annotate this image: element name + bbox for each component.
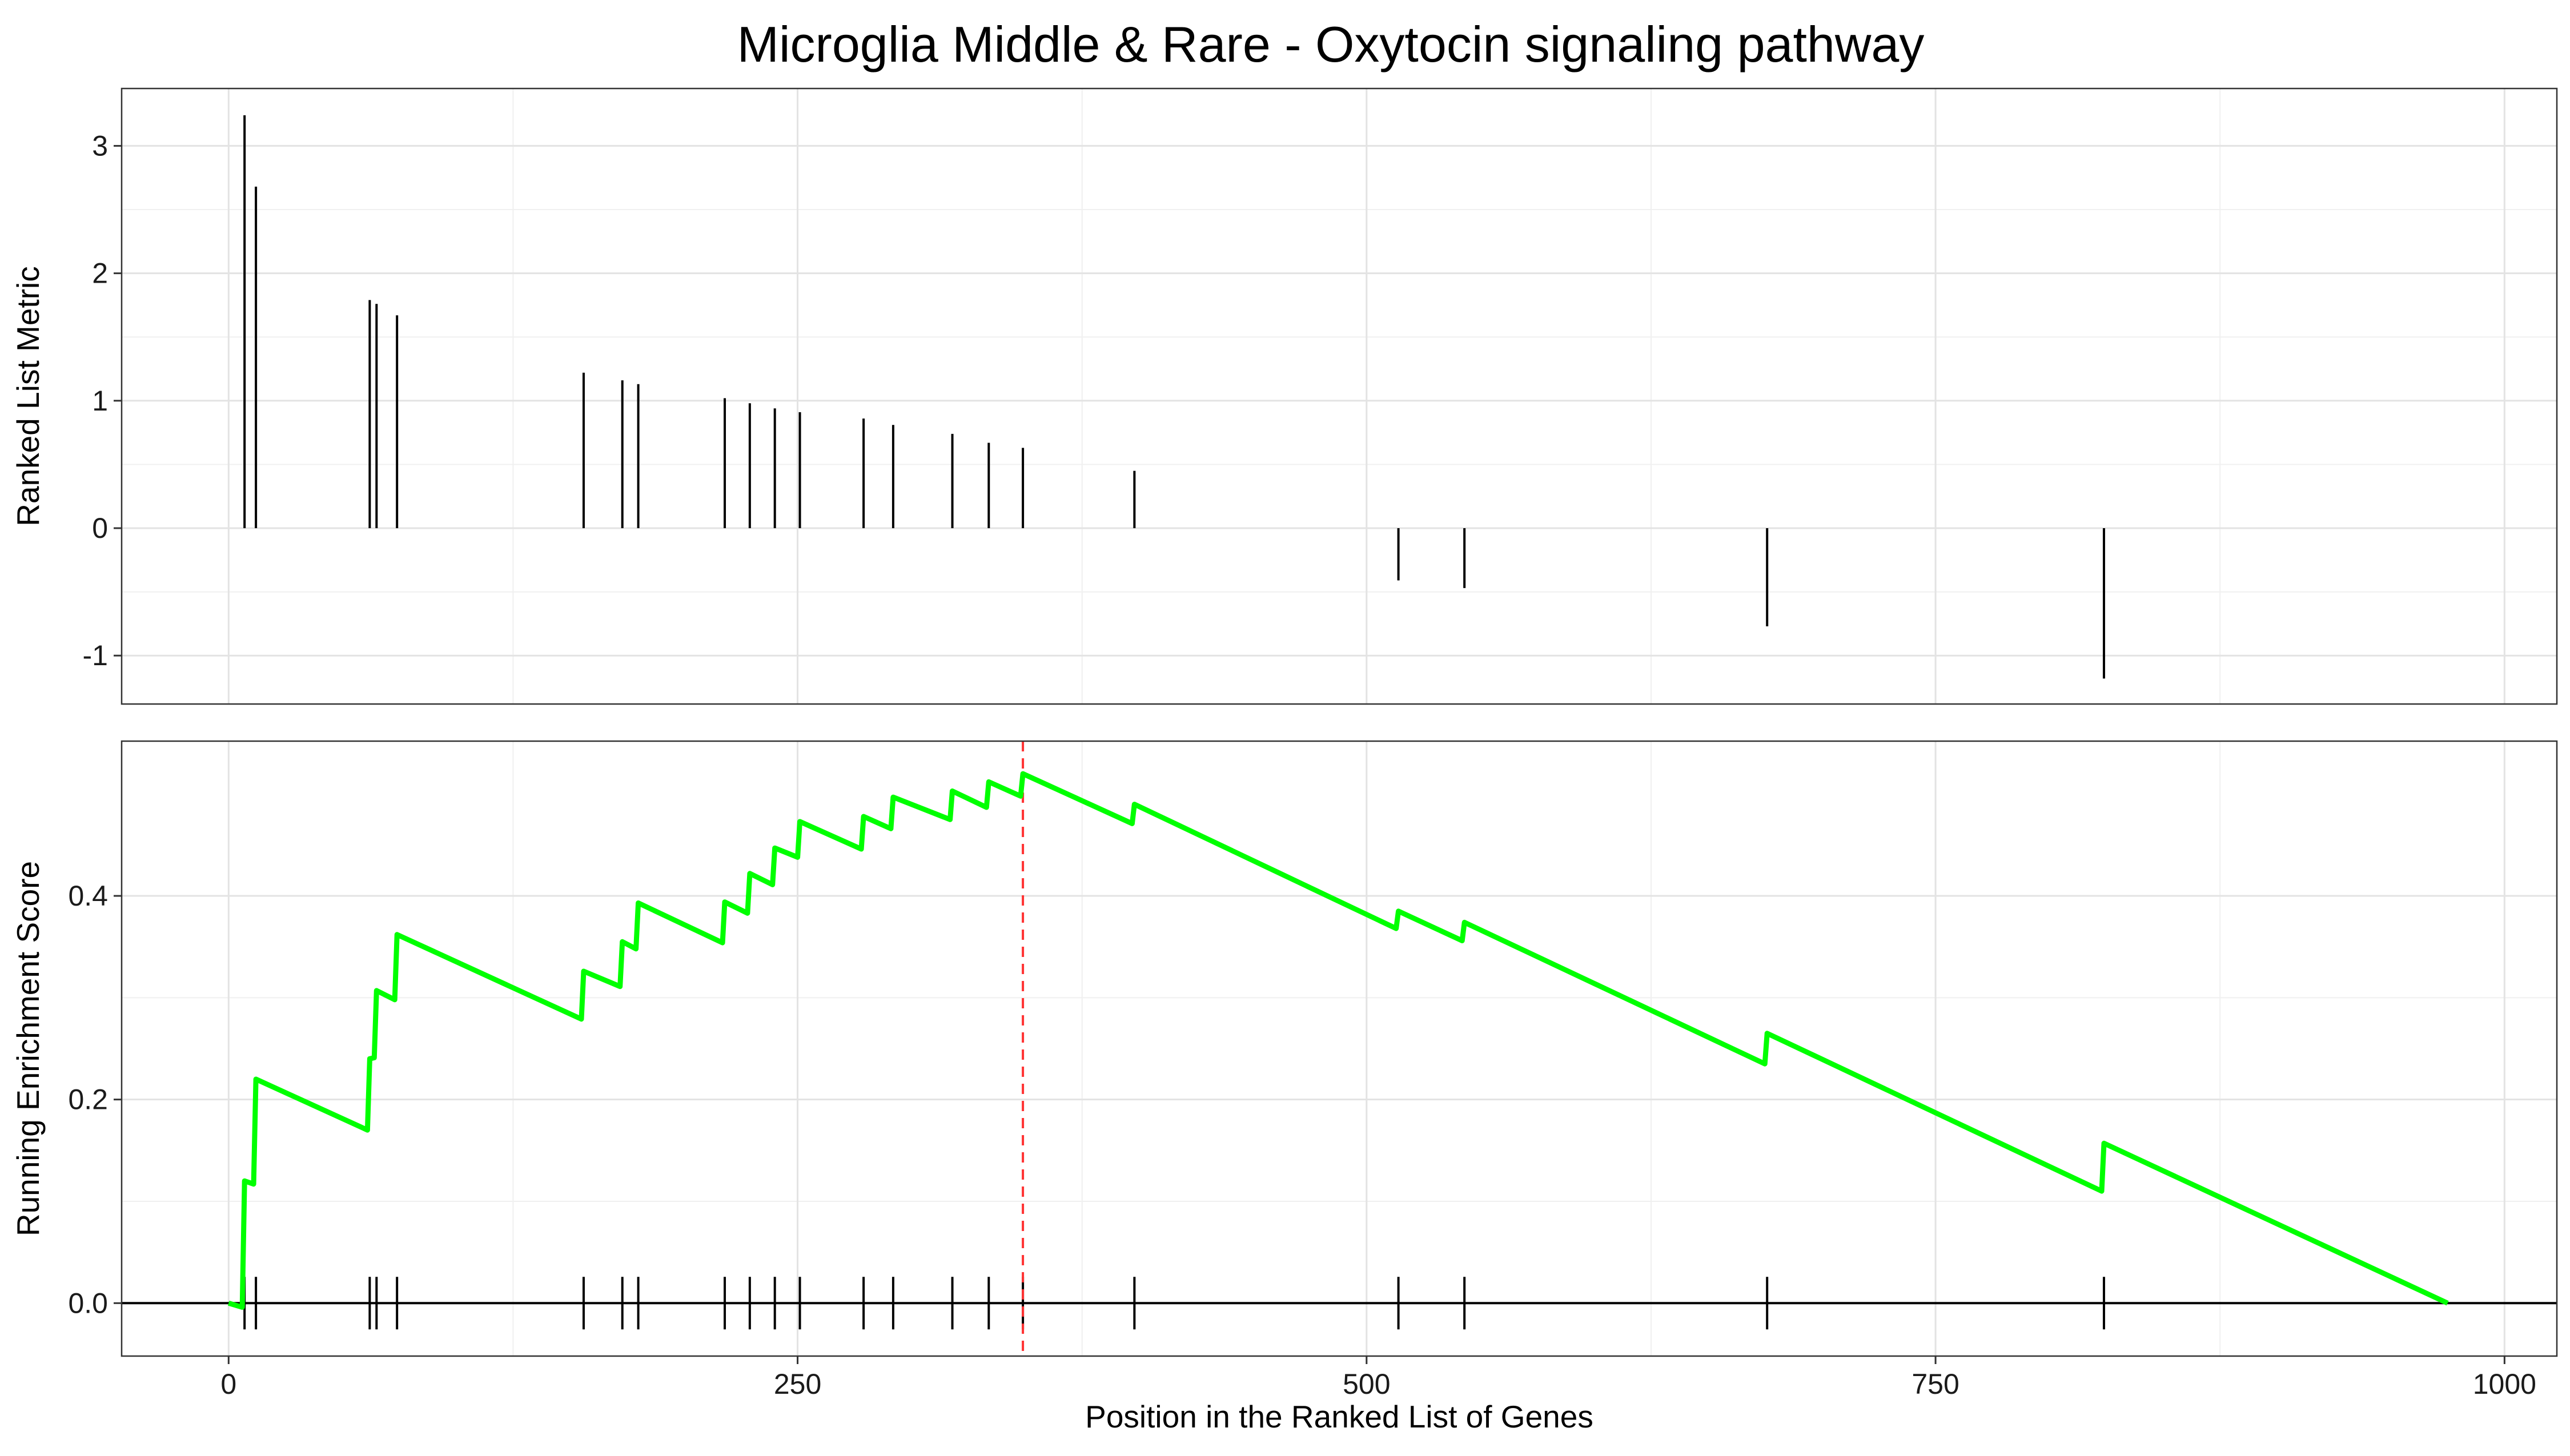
x-tick-label: 0 xyxy=(220,1368,236,1400)
y-tick-label: 2 xyxy=(92,258,108,289)
y-tick-label: 0 xyxy=(92,512,108,544)
y-tick-label: -1 xyxy=(83,639,108,671)
bottom-grid xyxy=(122,741,2557,1356)
x-axis-title: Position in the Ranked List of Genes xyxy=(1085,1399,1593,1434)
y-tick-label: 0.0 xyxy=(68,1287,108,1319)
bottom-panel: 0.0 0.2 0.4 Running Enrichment Score 0 250 5… xyxy=(10,740,2558,1434)
x-tick-label: 1000 xyxy=(2473,1368,2536,1400)
y-tick-label: 1 xyxy=(92,385,108,417)
hit-ticks xyxy=(243,1277,2105,1330)
running-enrichment-line xyxy=(228,771,2449,1310)
x-tick-label: 250 xyxy=(774,1368,821,1400)
y-tick-label: 0.2 xyxy=(68,1084,108,1116)
y-tick-label: 3 xyxy=(92,130,108,162)
x-tick-label: 750 xyxy=(1912,1368,1959,1400)
bottom-panel-border xyxy=(121,740,2558,1357)
top-grid xyxy=(122,89,2557,704)
top-y-axis: -1 0 1 2 3 xyxy=(83,130,122,671)
bottom-y-axis-title: Running Enrichment Score xyxy=(10,861,46,1236)
bottom-y-axis: 0.0 0.2 0.4 xyxy=(68,880,122,1319)
x-axis: 0 250 500 750 1000 xyxy=(220,1356,2536,1400)
metric-bars xyxy=(243,115,2105,679)
chart-title: Microglia Middle & Rare - Oxytocin signa… xyxy=(737,16,1925,73)
y-tick-label: 0.4 xyxy=(68,880,108,912)
top-panel: -1 0 1 2 3 Ranked List Metric xyxy=(10,87,2558,705)
x-tick-label: 500 xyxy=(1343,1368,1390,1400)
top-y-axis-title: Ranked List Metric xyxy=(10,266,46,526)
top-panel-border xyxy=(121,87,2558,705)
